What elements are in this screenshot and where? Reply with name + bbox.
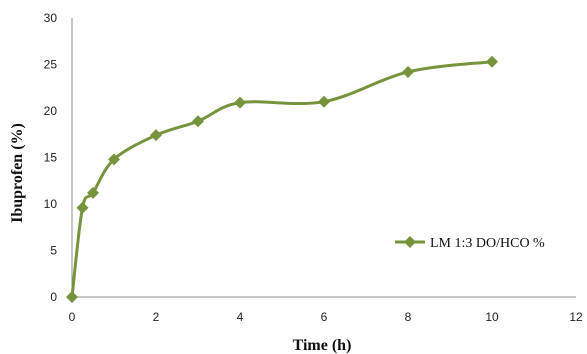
data-point-marker xyxy=(66,291,78,303)
data-point-marker xyxy=(318,95,330,108)
data-point-marker xyxy=(108,153,120,166)
x-tick-label: 0 xyxy=(69,310,76,324)
y-axis-title: Ibuprofen (%) xyxy=(9,123,26,223)
x-tick-label: 4 xyxy=(237,310,244,324)
data-point-marker xyxy=(192,115,204,128)
y-tick-label: 15 xyxy=(44,151,58,165)
data-point-marker xyxy=(76,201,89,214)
x-tick-label: 10 xyxy=(485,310,499,324)
legend-marker xyxy=(404,236,416,248)
series-line xyxy=(70,60,493,298)
y-tick-label: 30 xyxy=(44,11,58,25)
data-point-marker xyxy=(402,65,414,78)
x-tick-labels: 0 2 4 6 8 10 12 xyxy=(69,310,583,324)
x-tick-label: 12 xyxy=(569,310,583,324)
y-tick-label: 20 xyxy=(44,104,58,118)
y-tick-labels: 0 5 10 15 20 25 30 xyxy=(44,11,58,304)
y-tick-label: 5 xyxy=(50,244,57,258)
x-tick-label: 6 xyxy=(321,310,328,324)
data-point-marker xyxy=(234,96,246,109)
legend: LM 1:3 DO/HCO % xyxy=(395,236,545,251)
legend-label: LM 1:3 DO/HCO % xyxy=(430,236,545,251)
data-point-marker xyxy=(87,186,99,199)
x-axis-title: Time (h) xyxy=(293,337,352,354)
y-tick-label: 10 xyxy=(44,197,58,211)
y-tick-label: 0 xyxy=(50,290,57,304)
data-point-marker xyxy=(486,55,498,68)
y-tick-label: 25 xyxy=(44,58,58,72)
series-layer xyxy=(66,55,498,303)
data-point-marker xyxy=(150,129,162,142)
x-tick-label: 2 xyxy=(153,310,160,324)
axes xyxy=(71,18,576,298)
x-tick-label: 8 xyxy=(405,310,412,324)
